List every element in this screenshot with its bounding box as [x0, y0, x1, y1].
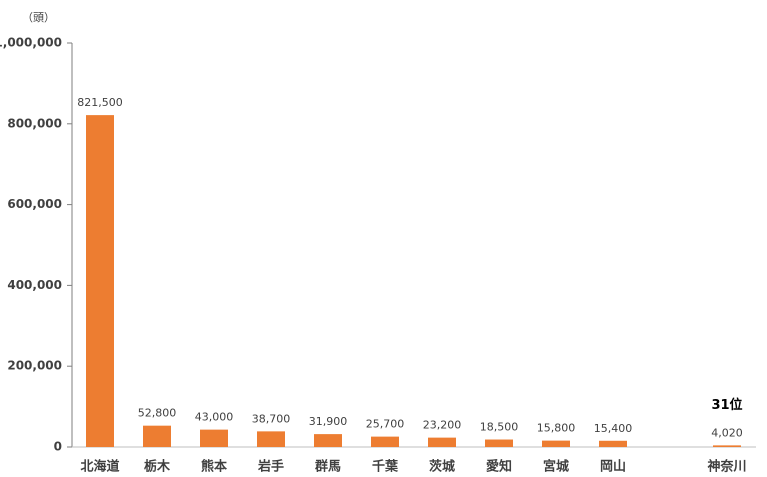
x-tick-label: 北海道 — [80, 459, 119, 475]
value-label: 18,500 — [480, 421, 519, 434]
value-label: 15,400 — [594, 422, 633, 435]
x-tick-label: 愛知 — [486, 459, 512, 475]
bar — [200, 429, 228, 447]
annotation: 31位 — [711, 397, 742, 413]
value-label: 25,700 — [366, 418, 405, 431]
bar — [599, 440, 627, 447]
value-label: 23,200 — [423, 419, 462, 432]
value-label: 43,000 — [195, 411, 234, 424]
bar — [485, 439, 513, 447]
x-tick-label: 岩手 — [257, 459, 284, 475]
bar — [143, 425, 171, 447]
x-tick-label: 神奈川 — [707, 459, 746, 475]
x-tick-label: 宮城 — [543, 459, 569, 475]
value-label: 15,800 — [537, 422, 576, 435]
value-label: 821,500 — [77, 96, 123, 109]
bar — [428, 437, 456, 447]
bar — [371, 436, 399, 447]
value-label: 4,020 — [711, 426, 743, 439]
bar — [542, 440, 570, 447]
y-tick-label: 800,000 — [7, 116, 62, 130]
x-tick-label: 岡山 — [600, 459, 626, 475]
value-label: 38,700 — [252, 412, 291, 425]
y-axis-unit: （頭） — [22, 11, 55, 24]
y-tick-label: 1,000,000 — [0, 36, 62, 50]
x-tick-label: 茨城 — [429, 459, 455, 475]
x-tick-label: 群馬 — [315, 459, 341, 475]
value-label: 52,800 — [138, 407, 177, 420]
x-tick-label: 千葉 — [372, 459, 399, 475]
value-label: 31,900 — [309, 415, 348, 428]
y-tick-label: 400,000 — [7, 278, 62, 292]
bar — [86, 115, 114, 447]
x-tick-label: 熊本 — [201, 459, 227, 475]
y-tick-label: 0 — [54, 440, 62, 454]
bar — [713, 445, 741, 447]
bar — [257, 431, 285, 447]
y-tick-label: 200,000 — [7, 359, 62, 373]
bar — [314, 434, 342, 447]
y-tick-label: 600,000 — [7, 197, 62, 211]
x-tick-label: 栃木 — [144, 459, 171, 475]
